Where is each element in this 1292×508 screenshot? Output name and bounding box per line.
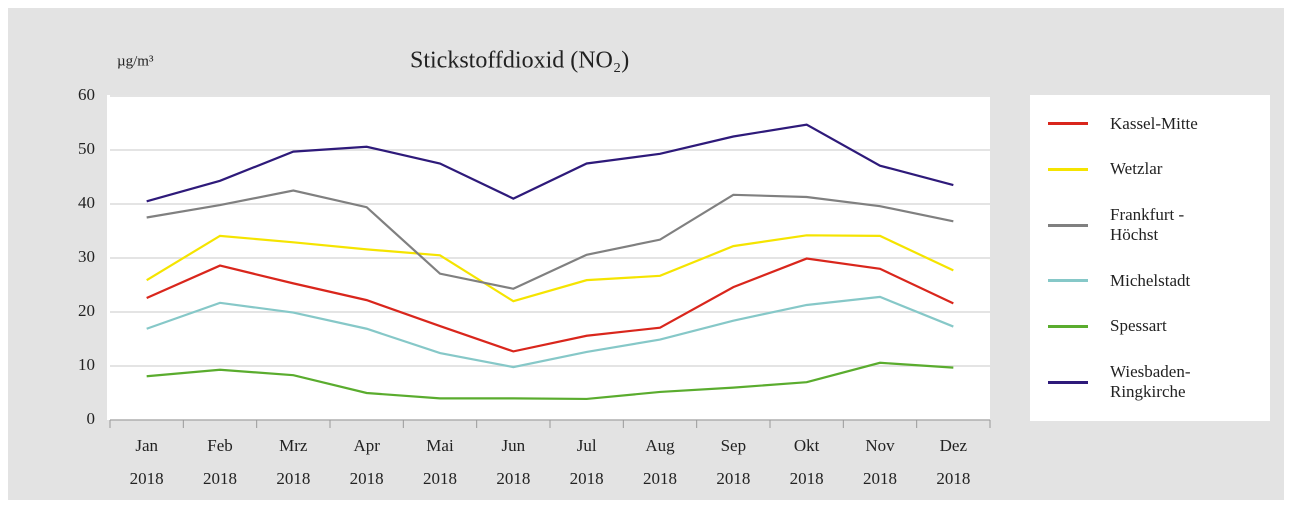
legend-swatch bbox=[1048, 324, 1088, 328]
chart-title: Stickstoffdioxid (NO₂) bbox=[410, 48, 629, 74]
legend-label: Spessart bbox=[1110, 316, 1167, 336]
y-tick-label: 60 bbox=[78, 85, 95, 104]
series-line bbox=[146, 295, 954, 369]
x-tick-label: Sep bbox=[721, 436, 747, 455]
x-tick-label: Jul bbox=[577, 436, 597, 455]
legend-swatch bbox=[1048, 122, 1088, 126]
legend-swatch bbox=[1048, 167, 1088, 171]
y-tick-label: 20 bbox=[78, 301, 95, 320]
series-line bbox=[146, 257, 954, 353]
legend-item: Frankfurt - Höchst bbox=[1030, 205, 1270, 245]
x-tick-label: Mai bbox=[426, 436, 454, 455]
series-line bbox=[146, 189, 954, 290]
x-tick-label: Aug bbox=[645, 436, 675, 455]
x-tick-label: Okt bbox=[794, 436, 820, 455]
x-tick-label: 2018 bbox=[276, 469, 310, 488]
legend-item: Wiesbaden-Ringkirche bbox=[1030, 362, 1270, 402]
legend-label: Wetzlar bbox=[1110, 159, 1163, 179]
y-tick-label: 0 bbox=[87, 409, 96, 428]
x-tick-label: Jan bbox=[135, 436, 158, 455]
x-tick-label: Apr bbox=[353, 436, 380, 455]
series-line bbox=[146, 234, 954, 303]
legend-label: Michelstadt bbox=[1110, 270, 1191, 290]
x-tick-label: Nov bbox=[865, 436, 895, 455]
legend-swatch bbox=[1048, 279, 1088, 283]
x-tick-label: Feb bbox=[207, 436, 233, 455]
x-tick-label: Dez bbox=[940, 436, 968, 455]
x-tick-label: 2018 bbox=[203, 469, 237, 488]
x-tick-label: Jun bbox=[502, 436, 526, 455]
legend-item: Kassel-Mitte bbox=[1030, 114, 1270, 134]
x-tick-label: 2018 bbox=[936, 469, 970, 488]
legend-label: Frankfurt - Höchst bbox=[1110, 205, 1185, 245]
legend-label: Wiesbaden-Ringkirche bbox=[1110, 362, 1191, 402]
series-line bbox=[146, 123, 954, 203]
legend-swatch bbox=[1048, 380, 1088, 384]
y-tick-label: 30 bbox=[78, 247, 95, 266]
x-tick-label: 2018 bbox=[643, 469, 677, 488]
x-tick-label: Mrz bbox=[279, 436, 308, 455]
y-tick-label: 40 bbox=[78, 193, 95, 212]
x-tick-label: 2018 bbox=[496, 469, 530, 488]
series-line bbox=[146, 361, 954, 401]
x-tick-label: 2018 bbox=[716, 469, 750, 488]
legend-item: Wetzlar bbox=[1030, 159, 1270, 179]
x-tick-label: 2018 bbox=[130, 469, 164, 488]
x-tick-label: 2018 bbox=[863, 469, 897, 488]
x-tick-label: 2018 bbox=[423, 469, 457, 488]
x-tick-label: 2018 bbox=[350, 469, 384, 488]
legend-label: Kassel-Mitte bbox=[1110, 113, 1198, 133]
y-tick-label: 10 bbox=[78, 355, 95, 374]
y-axis-label: µg/m³ bbox=[117, 53, 154, 69]
legend-swatch bbox=[1048, 223, 1088, 227]
legend-item: Spessart bbox=[1030, 316, 1270, 336]
x-tick-label: 2018 bbox=[790, 469, 824, 488]
x-tick-label: 2018 bbox=[570, 469, 604, 488]
legend-item: Michelstadt bbox=[1030, 271, 1270, 291]
y-tick-label: 50 bbox=[78, 139, 95, 158]
legend: Kassel-Mitte Wetzlar Frankfurt - Höchst Mic… bbox=[1030, 95, 1270, 421]
